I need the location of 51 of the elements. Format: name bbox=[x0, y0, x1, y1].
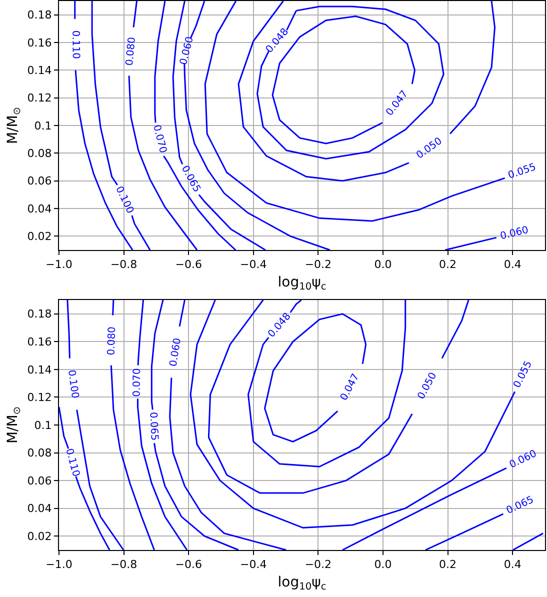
y-tick-label: 0.18 bbox=[27, 8, 52, 22]
y-tick-label: 0.08 bbox=[27, 446, 52, 460]
text: 0.065 bbox=[147, 412, 160, 441]
y-tick-label: 0.08 bbox=[27, 147, 52, 160]
x-tick-label: 0.2 bbox=[439, 258, 457, 272]
y-tick-label: 0.06 bbox=[27, 474, 52, 488]
x-tick-label: 0.2 bbox=[439, 558, 457, 572]
text: 0.100 bbox=[65, 369, 80, 400]
text: 0.110 bbox=[70, 30, 81, 60]
x-tick-label: 0.0 bbox=[374, 258, 392, 272]
x-tick-label: −0.2 bbox=[304, 258, 332, 272]
text: 0.080 bbox=[124, 36, 138, 66]
x-tick-label: −0.8 bbox=[110, 258, 138, 272]
y-tick-label: 0.12 bbox=[27, 391, 52, 404]
y-tick-label: 0.18 bbox=[27, 308, 52, 321]
y-tick-label: 0.1 bbox=[34, 119, 52, 132]
y-tick-label: 0.14 bbox=[27, 363, 52, 376]
y-tick-label: 0.12 bbox=[27, 92, 52, 105]
line-series bbox=[342, 467, 508, 550]
y-tick-label: 0.16 bbox=[27, 36, 52, 50]
x-tick-label: 0.4 bbox=[504, 258, 522, 272]
text: 0.080 bbox=[106, 326, 118, 356]
text: 0.060 bbox=[168, 337, 184, 368]
x-tick-label: −0.6 bbox=[175, 258, 202, 272]
y-tick-label: 0.1 bbox=[34, 418, 52, 432]
x-tick-label: −0.4 bbox=[240, 258, 267, 272]
text: 0.060 bbox=[178, 36, 196, 66]
x-tick-label: 0.0 bbox=[374, 558, 392, 572]
x-tick-label: −1.0 bbox=[46, 258, 72, 272]
x-tick-label: −0.4 bbox=[240, 558, 267, 572]
text: 0.047 bbox=[338, 372, 362, 403]
text: 0.055 bbox=[506, 162, 538, 182]
x-tick-label: −0.2 bbox=[304, 558, 332, 572]
x-tick-label: 0.4 bbox=[504, 558, 522, 572]
y-tick-label: 0.14 bbox=[27, 64, 52, 78]
y-tick-label: 0.04 bbox=[27, 202, 52, 216]
y-tick-label: 0.06 bbox=[27, 174, 52, 188]
y-tick-label: 0.16 bbox=[27, 336, 52, 349]
y-tick-label: 0.04 bbox=[27, 502, 52, 516]
text: 0.060 bbox=[499, 224, 530, 242]
x-tick-label: −0.8 bbox=[110, 558, 138, 572]
text: 0.070 bbox=[150, 124, 168, 154]
x-tick-label: −0.6 bbox=[175, 558, 202, 572]
x-axis-title: log$_{10}$ψ$_{c}$ bbox=[278, 574, 326, 592]
line-series bbox=[204, 1, 506, 222]
text: 0.110 bbox=[63, 447, 82, 478]
text: 0.070 bbox=[132, 368, 144, 397]
x-tick-label: −1.0 bbox=[46, 558, 72, 572]
y-tick-label: 0.02 bbox=[27, 530, 52, 543]
x-axis-title: log$_{10}$ψ$_{c}$ bbox=[278, 274, 326, 292]
y-tick-label: 0.02 bbox=[27, 230, 52, 244]
